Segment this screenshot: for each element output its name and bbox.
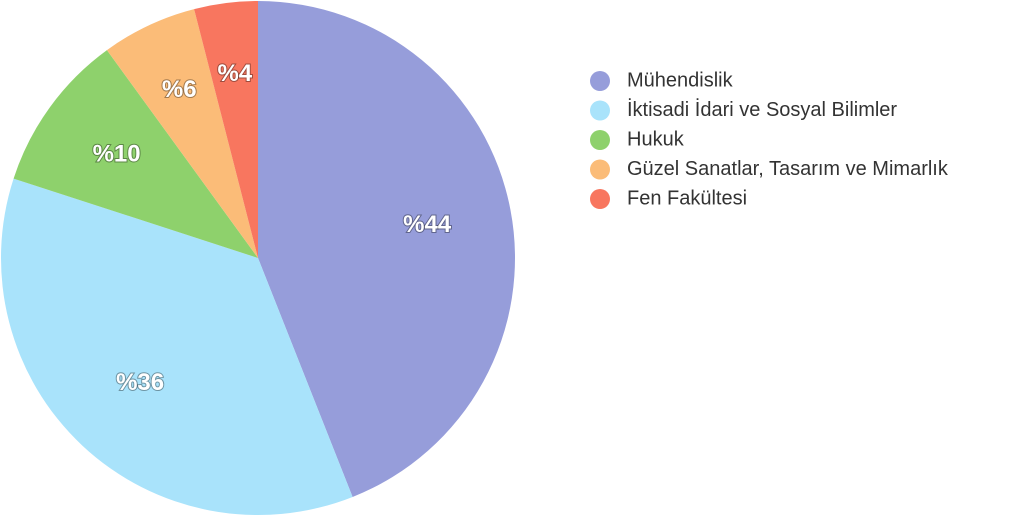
pie-slice bbox=[0, 178, 353, 515]
legend-label: Mühendislik bbox=[627, 69, 734, 91]
legend-label: Hukuk bbox=[627, 128, 685, 150]
legend-marker bbox=[590, 71, 610, 91]
data-label: %44 bbox=[403, 211, 452, 238]
pie-slice bbox=[106, 9, 258, 258]
data-label: %4 bbox=[217, 60, 252, 87]
data-label: %36 bbox=[116, 369, 164, 396]
legend-label: Güzel Sanatlar, Tasarım ve Mimarlık bbox=[627, 158, 949, 180]
pie-slice bbox=[13, 50, 258, 258]
legend-marker bbox=[590, 100, 610, 121]
legend-marker bbox=[590, 189, 610, 209]
pie-slice bbox=[194, 1, 258, 258]
legend-marker bbox=[590, 159, 610, 180]
data-label: %10 bbox=[93, 141, 141, 168]
legend-label: Fen Fakültesi bbox=[627, 187, 747, 209]
legend-label: İktisadi İdari ve Sosyal Bilimler bbox=[627, 98, 897, 121]
data-label: %6 bbox=[162, 76, 197, 103]
legend-marker bbox=[590, 130, 610, 150]
pie-slice bbox=[258, 1, 515, 497]
